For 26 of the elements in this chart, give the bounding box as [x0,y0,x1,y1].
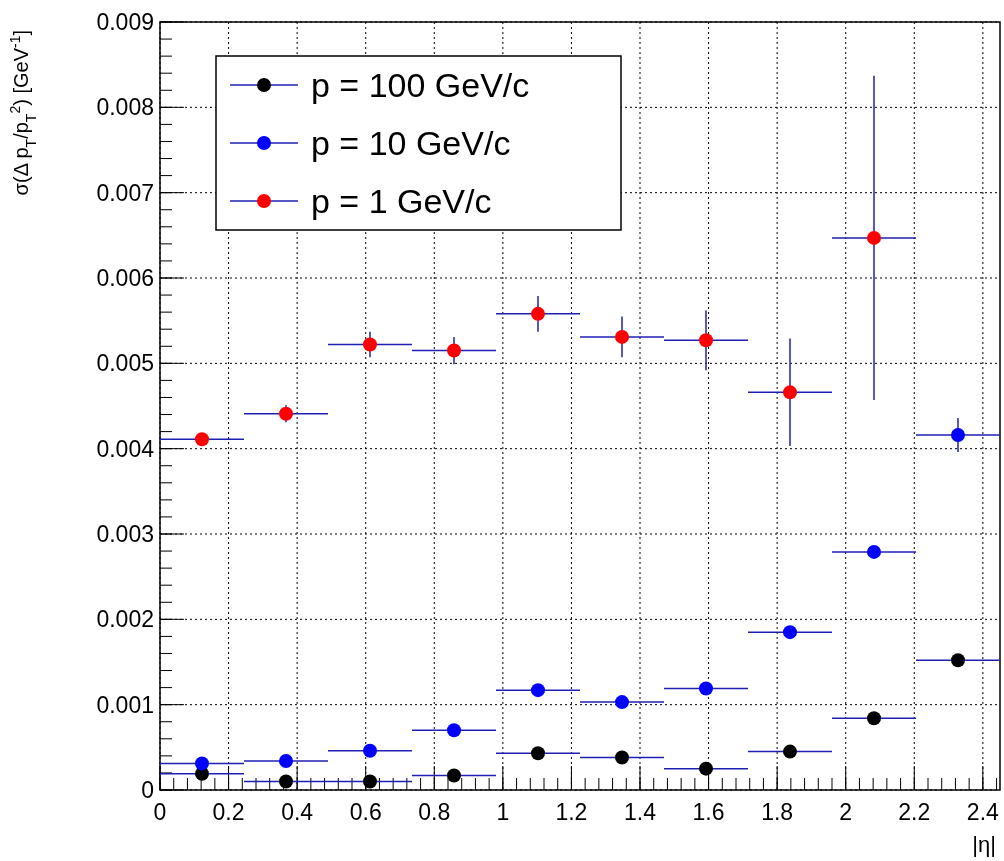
y-tick-label: 0 [141,777,154,803]
legend-label: p = 1 GeV/c [311,182,492,220]
x-tick-label: 1 [496,799,510,825]
y-tick-label: 0.009 [96,9,154,35]
x-tick-label: 2.4 [966,799,1000,825]
legend-label: p = 100 GeV/c [311,66,530,104]
x-tick-label: 1.2 [555,799,588,825]
x-tick-label: 2 [839,799,853,825]
y-tick-label: 0.004 [96,435,155,462]
x-tick-label: 1.8 [761,799,794,825]
x-tick-label: 0.2 [212,799,245,825]
x-tick-label: 0.4 [281,799,314,825]
x-tick-label: 0.8 [418,799,451,825]
y-tick-label: 0.002 [96,606,154,633]
x-tick-label: 1.4 [624,799,657,825]
x-axis-title: |η| [972,832,996,857]
y-tick-label: 0.008 [96,94,154,121]
y-tick-label: 0.003 [96,521,154,547]
x-tick-label: 2.2 [898,799,931,825]
y-tick-label: 0.007 [96,179,154,206]
y-tick-label: 0.005 [96,350,154,377]
x-tick-label: 0.6 [349,799,382,825]
x-tick-label: 1.6 [692,799,725,825]
y-tick-label: 0.006 [96,265,154,291]
legend-label: p = 10 GeV/c [311,124,511,162]
y-tick-label: 0.001 [96,691,154,718]
